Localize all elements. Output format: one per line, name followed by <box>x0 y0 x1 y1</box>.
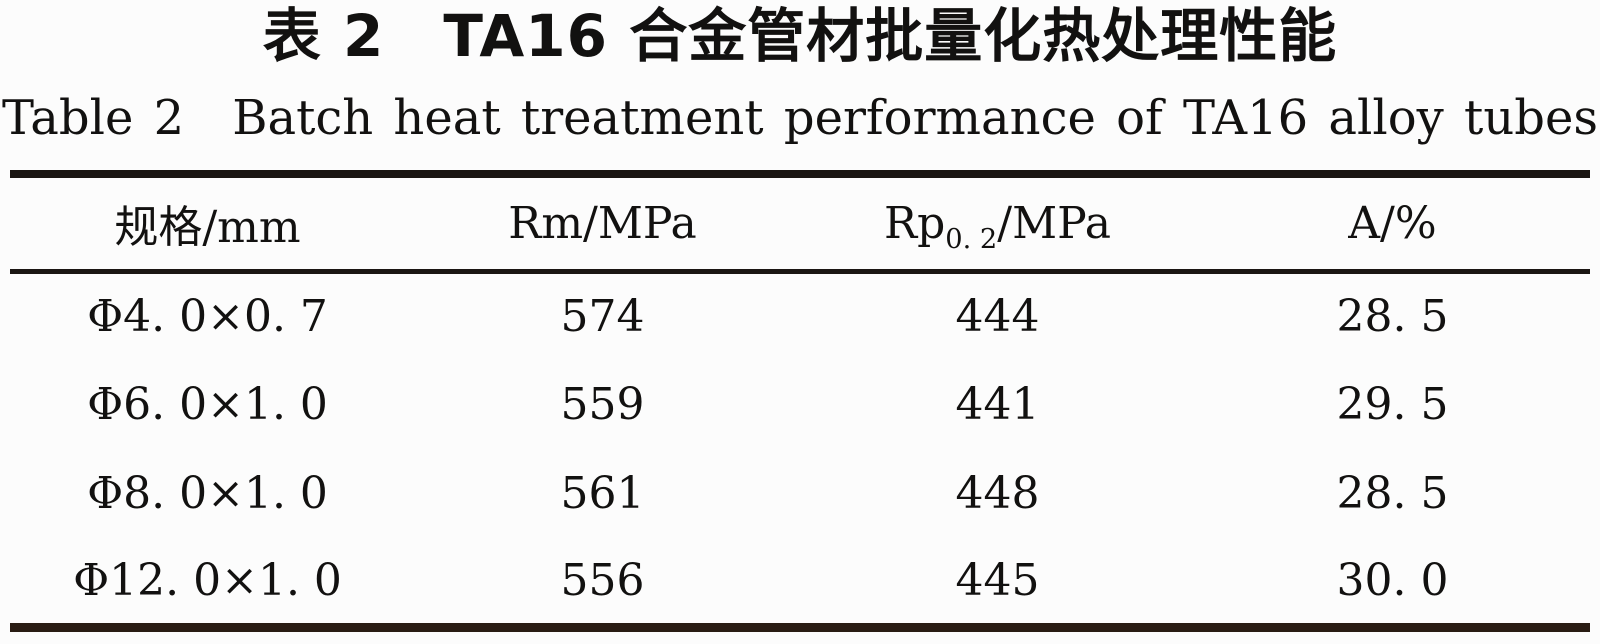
table-row: Φ12. 0×1. 0 556 445 30. 0 <box>10 538 1590 627</box>
table-title-english: Table 2 Batch heat treatment performance… <box>2 90 1598 146</box>
spec-cell: Φ4. 0×0. 7 <box>87 291 328 343</box>
column-header-rm: Rm/MPa <box>508 197 697 249</box>
rm-cell: 561 <box>560 468 645 519</box>
performance-table: 规格/mm Rm/MPa Rp0. 2/MPa A/% Φ4. 0×0. 7 5… <box>10 170 1590 632</box>
table-row: Φ4. 0×0. 7 574 444 28. 5 <box>10 271 1590 360</box>
spec-cell: Φ6. 0×1. 0 <box>87 379 328 430</box>
rp02-cell: 444 <box>955 291 1040 343</box>
rp-prefix: Rp <box>883 197 946 249</box>
spec-cell: Φ12. 0×1. 0 <box>73 554 342 606</box>
table-row: Φ6. 0×1. 0 559 441 29. 5 <box>10 360 1590 449</box>
table-title-chinese: 表 2 TA16 合金管材批量化热处理性能 <box>262 2 1338 70</box>
table-row: Φ8. 0×1. 0 561 448 28. 5 <box>10 449 1590 538</box>
elongation-cell: 29. 5 <box>1336 379 1449 430</box>
rm-cell: 559 <box>560 379 645 430</box>
elongation-cell: 28. 5 <box>1336 291 1449 343</box>
elongation-cell: 28. 5 <box>1336 468 1449 519</box>
rp02-cell: 445 <box>955 554 1040 606</box>
spec-cell: Φ8. 0×1. 0 <box>87 468 328 519</box>
rp02-cell: 448 <box>955 468 1040 519</box>
rp02-cell: 441 <box>955 379 1040 430</box>
rm-cell: 556 <box>560 554 645 606</box>
table-header-row: 规格/mm Rm/MPa Rp0. 2/MPa A/% <box>10 174 1590 271</box>
column-header-spec: 规格/mm <box>114 202 301 254</box>
column-header-rp02: Rp0. 2/MPa <box>800 174 1195 271</box>
elongation-cell: 30. 0 <box>1336 554 1449 606</box>
rp-suffix: /MPa <box>997 197 1112 249</box>
rm-cell: 574 <box>560 291 645 343</box>
rp-subscript: 0. 2 <box>945 223 998 255</box>
column-header-elongation: A/% <box>1348 197 1437 249</box>
